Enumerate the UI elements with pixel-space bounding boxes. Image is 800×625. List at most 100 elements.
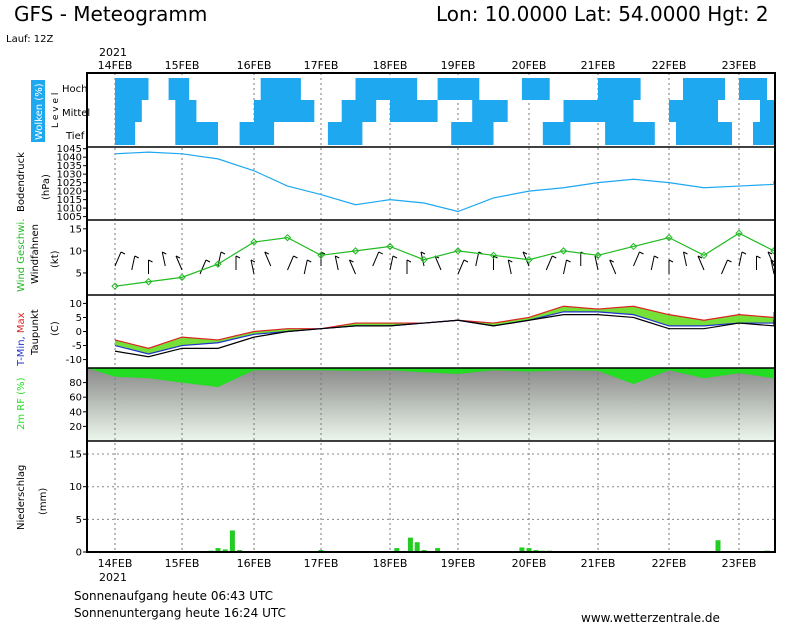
- date-label-top: 14FEB: [98, 59, 133, 72]
- wind-tick-label: 5: [76, 268, 82, 279]
- wind-axis-label: Wind Geschwi.: [16, 219, 27, 292]
- pressure-tick-label: 1020: [57, 187, 82, 198]
- year-label-bottom: 2021: [99, 571, 127, 584]
- cloud-segment-tief: [605, 122, 655, 145]
- pressure-tick-label: 1030: [57, 170, 82, 181]
- wind-unit-label: (kt): [50, 250, 61, 268]
- date-label-top: 20FEB: [512, 59, 547, 72]
- pressure-tick-label: 1015: [57, 195, 82, 206]
- wind-barb: [767, 251, 775, 267]
- wind-barb: [287, 255, 294, 271]
- wind-speed-point: [489, 251, 498, 260]
- wind-barb: [303, 259, 308, 275]
- wind-barb: [349, 259, 354, 263]
- date-label-bottom: 22FEB: [652, 557, 687, 570]
- wind-barb: [420, 251, 426, 255]
- cloud-segment-mittel: [472, 100, 508, 122]
- dewpoint-line: [114, 314, 775, 358]
- cloud-level-mittel: Mittel: [62, 108, 90, 119]
- wind-barb: [389, 255, 394, 271]
- precip-bar: [526, 548, 532, 552]
- wind-barb: [264, 251, 269, 255]
- wind-speed-point: [283, 233, 292, 242]
- temperature-tick-label: -10: [66, 355, 82, 366]
- wind-barb: [220, 251, 226, 255]
- wind-barb: [175, 255, 183, 271]
- precip-bar: [215, 548, 221, 552]
- wind-barb: [161, 251, 166, 267]
- cloud-segment-mittel: [760, 100, 774, 122]
- cloud-level-tief: Tief: [65, 131, 85, 142]
- wind-barb: [235, 255, 241, 259]
- wind-barb: [162, 251, 167, 255]
- date-label-bottom: 14FEB: [98, 557, 133, 570]
- wind-barb: [566, 259, 571, 263]
- date-label-top: 22FEB: [652, 59, 687, 72]
- cloud-segment-mittel: [115, 100, 142, 122]
- precip-bar: [414, 542, 420, 552]
- wind-speed-point: [386, 242, 394, 251]
- humidity-area: [87, 368, 775, 387]
- wind-barb: [120, 251, 126, 255]
- wind-barb: [475, 251, 480, 267]
- wind-barb: [457, 259, 465, 275]
- wind-barb: [697, 255, 705, 271]
- cloud-segment-hoch: [521, 78, 550, 100]
- cloud-segment-mittel: [390, 100, 438, 122]
- wind-barb: [175, 255, 181, 259]
- cloud-segment-tief: [676, 122, 732, 145]
- wind-barb: [250, 259, 256, 263]
- humidity-tick-label: 80: [69, 378, 82, 389]
- chart-title: GFS - Meteogramm: [14, 2, 208, 26]
- humidity-tick-label: 20: [69, 422, 82, 433]
- cloud-segment-hoch: [598, 78, 641, 100]
- temperature-tick-label: 10: [69, 299, 82, 310]
- sunrise-label: Sonnenaufgang heute 06:43 UTC: [74, 589, 274, 603]
- dewpoint-axis-label: Taupunkt: [30, 309, 41, 356]
- wind-barb: [293, 255, 298, 259]
- date-label-top: 23FEB: [722, 59, 757, 72]
- wind-speed-point: [420, 255, 428, 264]
- wind-barb: [756, 255, 761, 259]
- wind-speed-point: [594, 251, 602, 260]
- wind-barb: [770, 259, 775, 275]
- wind-barb: [406, 259, 412, 263]
- cloud-segment-mittel: [563, 100, 634, 122]
- wind-barb: [349, 259, 356, 275]
- wind-speed-line: [114, 232, 775, 287]
- precip-bar: [407, 537, 413, 552]
- location-label: Lon: 10.0000 Lat: 54.0000 Hgt: 2: [436, 2, 769, 26]
- date-label-bottom: 21FEB: [581, 557, 616, 570]
- wind-barb: [507, 259, 512, 275]
- cloud-segment-mittel: [175, 100, 197, 122]
- website-link[interactable]: www.wetterzentrale.de: [581, 611, 720, 625]
- date-label-bottom: 17FEB: [304, 557, 339, 570]
- wind-barb: [545, 255, 553, 271]
- wind-barb: [668, 259, 674, 263]
- precip-bar: [519, 547, 525, 552]
- cloud-segment-hoch: [355, 78, 418, 100]
- date-label-top: 21FEB: [581, 59, 616, 72]
- pressure-unit-label: (hPa): [41, 174, 52, 200]
- wind-barb: [650, 255, 655, 271]
- temperature-tick-label: -5: [72, 341, 82, 352]
- cloud-segment-hoch: [437, 78, 480, 100]
- wind-speed-point: [178, 273, 186, 282]
- wind-speed-point: [144, 278, 153, 286]
- cloud-axis-band: [31, 80, 45, 142]
- temperature-unit-label: (C): [50, 321, 61, 336]
- wind-barb: [335, 255, 340, 259]
- wind-barb: [307, 259, 312, 263]
- cloud-segment-mittel: [341, 100, 377, 122]
- wind-barb: [148, 259, 153, 263]
- cloud-segment-mittel: [669, 100, 718, 122]
- wind-barb: [594, 255, 599, 271]
- wind-barb: [522, 251, 528, 255]
- cloud-segment-hoch: [739, 78, 767, 100]
- date-label-top: 15FEB: [165, 59, 200, 72]
- cloud-segment-tief: [115, 122, 136, 145]
- precip-axis-label: Niederschlag: [16, 465, 27, 530]
- precip-bar: [715, 540, 721, 552]
- cloud-segment-tief: [542, 122, 571, 145]
